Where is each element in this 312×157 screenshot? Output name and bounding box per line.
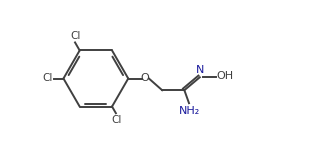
- Text: Cl: Cl: [71, 31, 81, 41]
- Text: NH₂: NH₂: [178, 106, 200, 116]
- Text: Cl: Cl: [42, 73, 52, 84]
- Text: O: O: [141, 73, 149, 84]
- Text: N: N: [196, 65, 205, 75]
- Text: OH: OH: [216, 71, 233, 81]
- Text: Cl: Cl: [111, 115, 122, 125]
